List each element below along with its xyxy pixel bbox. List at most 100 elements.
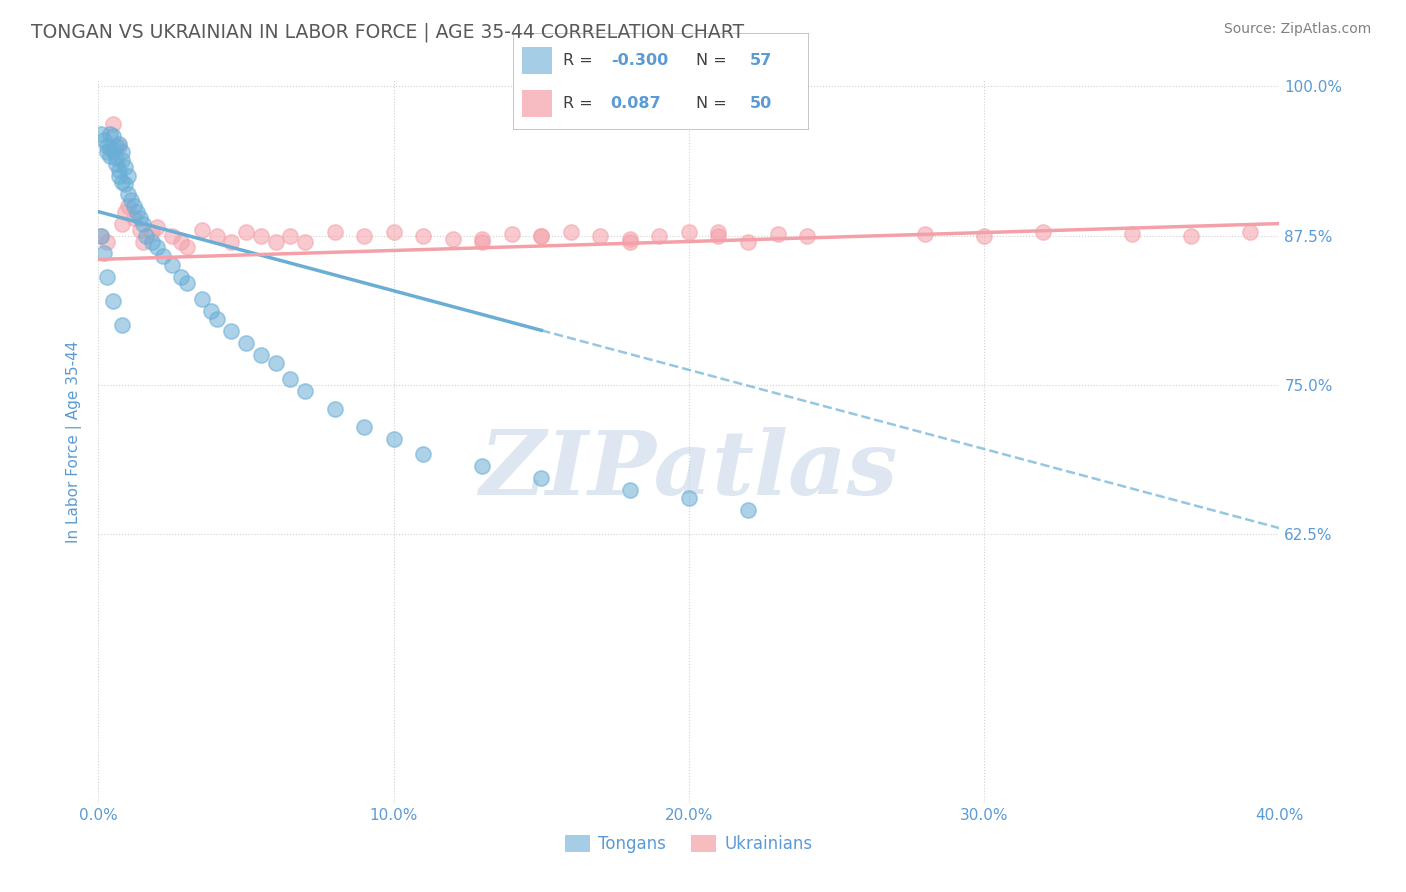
Point <box>264 356 287 370</box>
Point <box>170 235 193 249</box>
Point <box>90 228 112 243</box>
Point <box>796 228 818 243</box>
Point <box>96 270 118 285</box>
Point <box>146 240 169 254</box>
Point <box>766 227 789 242</box>
Bar <box>522 47 551 74</box>
Point <box>176 240 198 254</box>
Text: R =: R = <box>564 54 599 69</box>
Point <box>93 246 115 260</box>
Point <box>122 211 145 225</box>
Point <box>530 228 553 243</box>
Point <box>141 235 163 249</box>
Point <box>530 228 553 243</box>
Point <box>103 129 125 144</box>
Point <box>200 303 222 318</box>
Point <box>235 336 257 351</box>
Y-axis label: In Labor Force | Age 35-44: In Labor Force | Age 35-44 <box>66 341 83 542</box>
Point <box>280 372 302 386</box>
Point <box>280 228 302 243</box>
Point <box>170 270 193 285</box>
Point <box>221 324 243 338</box>
Point <box>471 232 494 246</box>
Text: R =: R = <box>564 95 599 111</box>
Point <box>105 139 128 153</box>
Point <box>98 148 121 162</box>
Point <box>235 225 257 239</box>
Point <box>678 225 700 239</box>
Point <box>128 211 150 225</box>
Point <box>1032 225 1054 239</box>
Point <box>560 225 582 239</box>
Point <box>294 235 316 249</box>
Point <box>111 318 134 332</box>
Point <box>114 161 136 175</box>
Point <box>132 217 155 231</box>
Point <box>648 228 671 243</box>
Legend: Tongans, Ukrainians: Tongans, Ukrainians <box>558 828 820 860</box>
Point <box>619 235 641 249</box>
Point <box>191 292 214 306</box>
Point <box>108 162 131 177</box>
Point <box>221 235 243 249</box>
Point <box>501 227 523 242</box>
Point <box>530 471 553 485</box>
Point <box>914 227 936 242</box>
Point <box>264 235 287 249</box>
Point <box>111 153 134 168</box>
Point <box>471 235 494 249</box>
Point <box>96 145 118 159</box>
Point <box>973 228 995 243</box>
Point <box>103 294 125 309</box>
Point <box>382 432 405 446</box>
Point <box>105 151 128 165</box>
Text: N =: N = <box>696 95 733 111</box>
Point <box>250 348 273 362</box>
Point <box>111 175 134 189</box>
Point <box>98 127 121 141</box>
Point <box>205 312 228 326</box>
Text: Source: ZipAtlas.com: Source: ZipAtlas.com <box>1223 22 1371 37</box>
Point <box>162 228 183 243</box>
Point <box>1121 227 1143 242</box>
Point <box>162 259 183 273</box>
Point <box>353 228 375 243</box>
Point <box>114 204 136 219</box>
Bar <box>522 90 551 117</box>
Point <box>105 157 128 171</box>
Point <box>117 169 139 183</box>
Point <box>111 217 134 231</box>
Text: -0.300: -0.300 <box>610 54 668 69</box>
Point <box>323 401 346 416</box>
Point <box>737 235 759 249</box>
Point <box>382 225 405 239</box>
Point <box>152 249 174 263</box>
Text: ZIPatlas: ZIPatlas <box>481 427 897 514</box>
Point <box>120 193 142 207</box>
Point <box>132 235 155 249</box>
Point <box>93 133 115 147</box>
Point <box>117 186 139 201</box>
Point <box>471 458 494 473</box>
Point <box>619 232 641 246</box>
Point <box>125 204 148 219</box>
Point <box>128 222 150 236</box>
Point <box>96 235 118 249</box>
Text: 0.087: 0.087 <box>610 95 661 111</box>
Point <box>146 220 169 235</box>
Point <box>619 483 641 497</box>
Point <box>90 127 112 141</box>
Point <box>412 447 434 461</box>
Point <box>96 139 118 153</box>
Point <box>1239 225 1261 239</box>
Point <box>114 177 136 191</box>
Point <box>90 228 112 243</box>
Text: TONGAN VS UKRAINIAN IN LABOR FORCE | AGE 35-44 CORRELATION CHART: TONGAN VS UKRAINIAN IN LABOR FORCE | AGE… <box>31 22 744 42</box>
Point <box>323 225 346 239</box>
Point <box>441 232 464 246</box>
Point <box>103 118 125 132</box>
Point <box>111 145 134 159</box>
Point <box>412 228 434 243</box>
Point <box>250 228 273 243</box>
Point <box>707 225 730 239</box>
